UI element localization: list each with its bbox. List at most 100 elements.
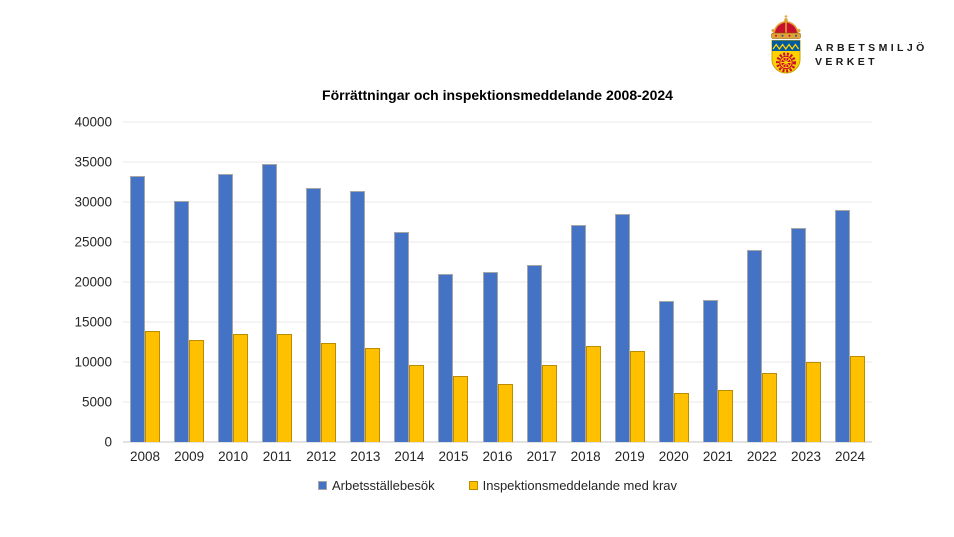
x-tick-label-2012: 2012 <box>306 449 337 464</box>
bar-arbetsst-llebes-k-2016 <box>482 271 498 442</box>
bar-inspektionsmeddelande-med-krav-2008 <box>145 330 161 442</box>
bar-inspektionsmeddelande-med-krav-2011 <box>277 334 293 442</box>
bar-inspektionsmeddelande-med-krav-2022 <box>761 373 777 442</box>
x-axis-labels: 2008 2009 2010 2011 2012 2013 2014 2015 2016 2017… <box>123 449 872 464</box>
y-tick-label-5000: 5000 <box>81 394 112 410</box>
legend-item: Inspektionsmeddelande med krav <box>468 478 677 493</box>
chart-legend: Arbetsställebesök Inspektionsmeddelande m… <box>123 478 872 493</box>
bar-group-2016 <box>476 122 520 442</box>
y-tick-label-0: 0 <box>104 434 112 450</box>
bar-inspektionsmeddelande-med-krav-2012 <box>321 342 337 442</box>
x-tick-label-2015: 2015 <box>438 449 469 464</box>
logo-line2: VERKET <box>815 56 878 68</box>
bar-arbetsst-llebes-k-2012 <box>306 187 322 442</box>
x-tick-label-2017: 2017 <box>526 449 557 464</box>
x-tick-label-2008: 2008 <box>130 449 161 464</box>
bar-arbetsst-llebes-k-2010 <box>218 174 234 442</box>
x-tick-label-2010: 2010 <box>218 449 249 464</box>
bar-arbetsst-llebes-k-2020 <box>658 301 674 442</box>
y-tick-label-15000: 15000 <box>74 314 112 330</box>
bar-inspektionsmeddelande-med-krav-2010 <box>233 334 249 442</box>
bar-inspektionsmeddelande-med-krav-2018 <box>585 346 601 442</box>
bar-group-2011 <box>255 122 299 442</box>
bar-inspektionsmeddelande-med-krav-2013 <box>365 348 381 442</box>
y-axis-labels: 0 5000 10000 15000 20000 25000 30000 35000 40000 <box>0 115 112 450</box>
bar-inspektionsmeddelande-med-krav-2009 <box>189 339 205 442</box>
y-tick-label-25000: 25000 <box>74 234 112 250</box>
x-tick-label-2022: 2022 <box>746 449 777 464</box>
y-tick-label-10000: 10000 <box>74 354 112 370</box>
bar-group-2022 <box>740 122 784 442</box>
bar-arbetsst-llebes-k-2024 <box>835 210 851 442</box>
y-tick-label-35000: 35000 <box>74 154 112 170</box>
bar-group-2021 <box>696 122 740 442</box>
gridline-40000 <box>123 121 872 123</box>
bar-group-2018 <box>564 122 608 442</box>
x-tick-label-2013: 2013 <box>350 449 381 464</box>
bar-inspektionsmeddelande-med-krav-2017 <box>541 365 557 442</box>
bar-arbetsst-llebes-k-2011 <box>262 164 278 442</box>
bar-inspektionsmeddelande-med-krav-2020 <box>673 393 689 442</box>
bar-group-2014 <box>387 122 431 442</box>
logo-line1: ARBETSMILJÖ <box>815 42 928 54</box>
x-tick-label-2014: 2014 <box>394 449 425 464</box>
bar-arbetsst-llebes-k-2019 <box>614 214 630 442</box>
x-tick-label-2023: 2023 <box>790 449 821 464</box>
legend-label: Arbetsställebesök <box>331 478 435 493</box>
gridline-25000 <box>123 241 872 243</box>
x-tick-label-2024: 2024 <box>835 449 866 464</box>
bar-arbetsst-llebes-k-2009 <box>174 201 190 442</box>
y-tick-label-20000: 20000 <box>74 274 112 290</box>
bar-inspektionsmeddelande-med-krav-2023 <box>805 362 821 442</box>
bar-arbetsst-llebes-k-2018 <box>570 225 586 442</box>
bar-groups <box>123 122 872 442</box>
bar-group-2023 <box>784 122 828 442</box>
y-tick-label-30000: 30000 <box>74 194 112 210</box>
chart-title: Förrättningar och inspektionsmeddelande … <box>322 87 673 103</box>
arbetsmiljoverket-logo: ARBETSMILJÖ VERKET <box>765 14 928 76</box>
x-tick-label-2019: 2019 <box>614 449 645 464</box>
plot-area <box>123 121 872 443</box>
gridline-30000 <box>123 201 872 203</box>
logo-wordmark: ARBETSMILJÖ VERKET <box>815 41 928 69</box>
bar-group-2024 <box>828 122 872 442</box>
bar-arbetsst-llebes-k-2017 <box>526 265 542 442</box>
bar-arbetsst-llebes-k-2013 <box>350 190 366 442</box>
bar-group-2008 <box>123 122 167 442</box>
x-tick-label-2021: 2021 <box>702 449 733 464</box>
legend-item: Arbetsställebesök <box>317 478 435 493</box>
legend-swatch-icon <box>468 481 478 490</box>
bar-group-2017 <box>520 122 564 442</box>
bar-group-2012 <box>299 122 343 442</box>
bar-group-2020 <box>652 122 696 442</box>
bar-group-2013 <box>343 122 387 442</box>
bar-inspektionsmeddelande-med-krav-2024 <box>850 355 866 442</box>
bar-group-2015 <box>431 122 475 442</box>
y-tick-label-40000: 40000 <box>74 114 112 130</box>
bar-arbetsst-llebes-k-2022 <box>746 250 762 442</box>
gridline-35000 <box>123 161 872 163</box>
legend-swatch-icon <box>317 481 327 490</box>
x-tick-label-2009: 2009 <box>174 449 205 464</box>
bar-group-2009 <box>167 122 211 442</box>
x-tick-label-2011: 2011 <box>262 449 292 464</box>
bar-group-2010 <box>211 122 255 442</box>
bar-inspektionsmeddelande-med-krav-2021 <box>717 390 733 442</box>
bar-inspektionsmeddelande-med-krav-2015 <box>453 376 469 442</box>
bar-arbetsst-llebes-k-2023 <box>790 227 806 442</box>
x-tick-label-2020: 2020 <box>658 449 689 464</box>
bar-inspektionsmeddelande-med-krav-2016 <box>497 384 513 442</box>
bar-arbetsst-llebes-k-2014 <box>394 231 410 442</box>
x-tick-label-2018: 2018 <box>570 449 601 464</box>
bar-arbetsst-llebes-k-2015 <box>438 274 454 442</box>
bar-group-2019 <box>608 122 652 442</box>
legend-label: Inspektionsmeddelande med krav <box>482 478 677 493</box>
bar-inspektionsmeddelande-med-krav-2014 <box>409 365 425 442</box>
gridline-0 <box>123 441 872 443</box>
coat-of-arms-icon <box>771 15 801 74</box>
bar-arbetsst-llebes-k-2021 <box>702 299 718 442</box>
bar-inspektionsmeddelande-med-krav-2019 <box>629 350 645 442</box>
x-tick-label-2016: 2016 <box>482 449 513 464</box>
bar-arbetsst-llebes-k-2008 <box>130 175 146 442</box>
